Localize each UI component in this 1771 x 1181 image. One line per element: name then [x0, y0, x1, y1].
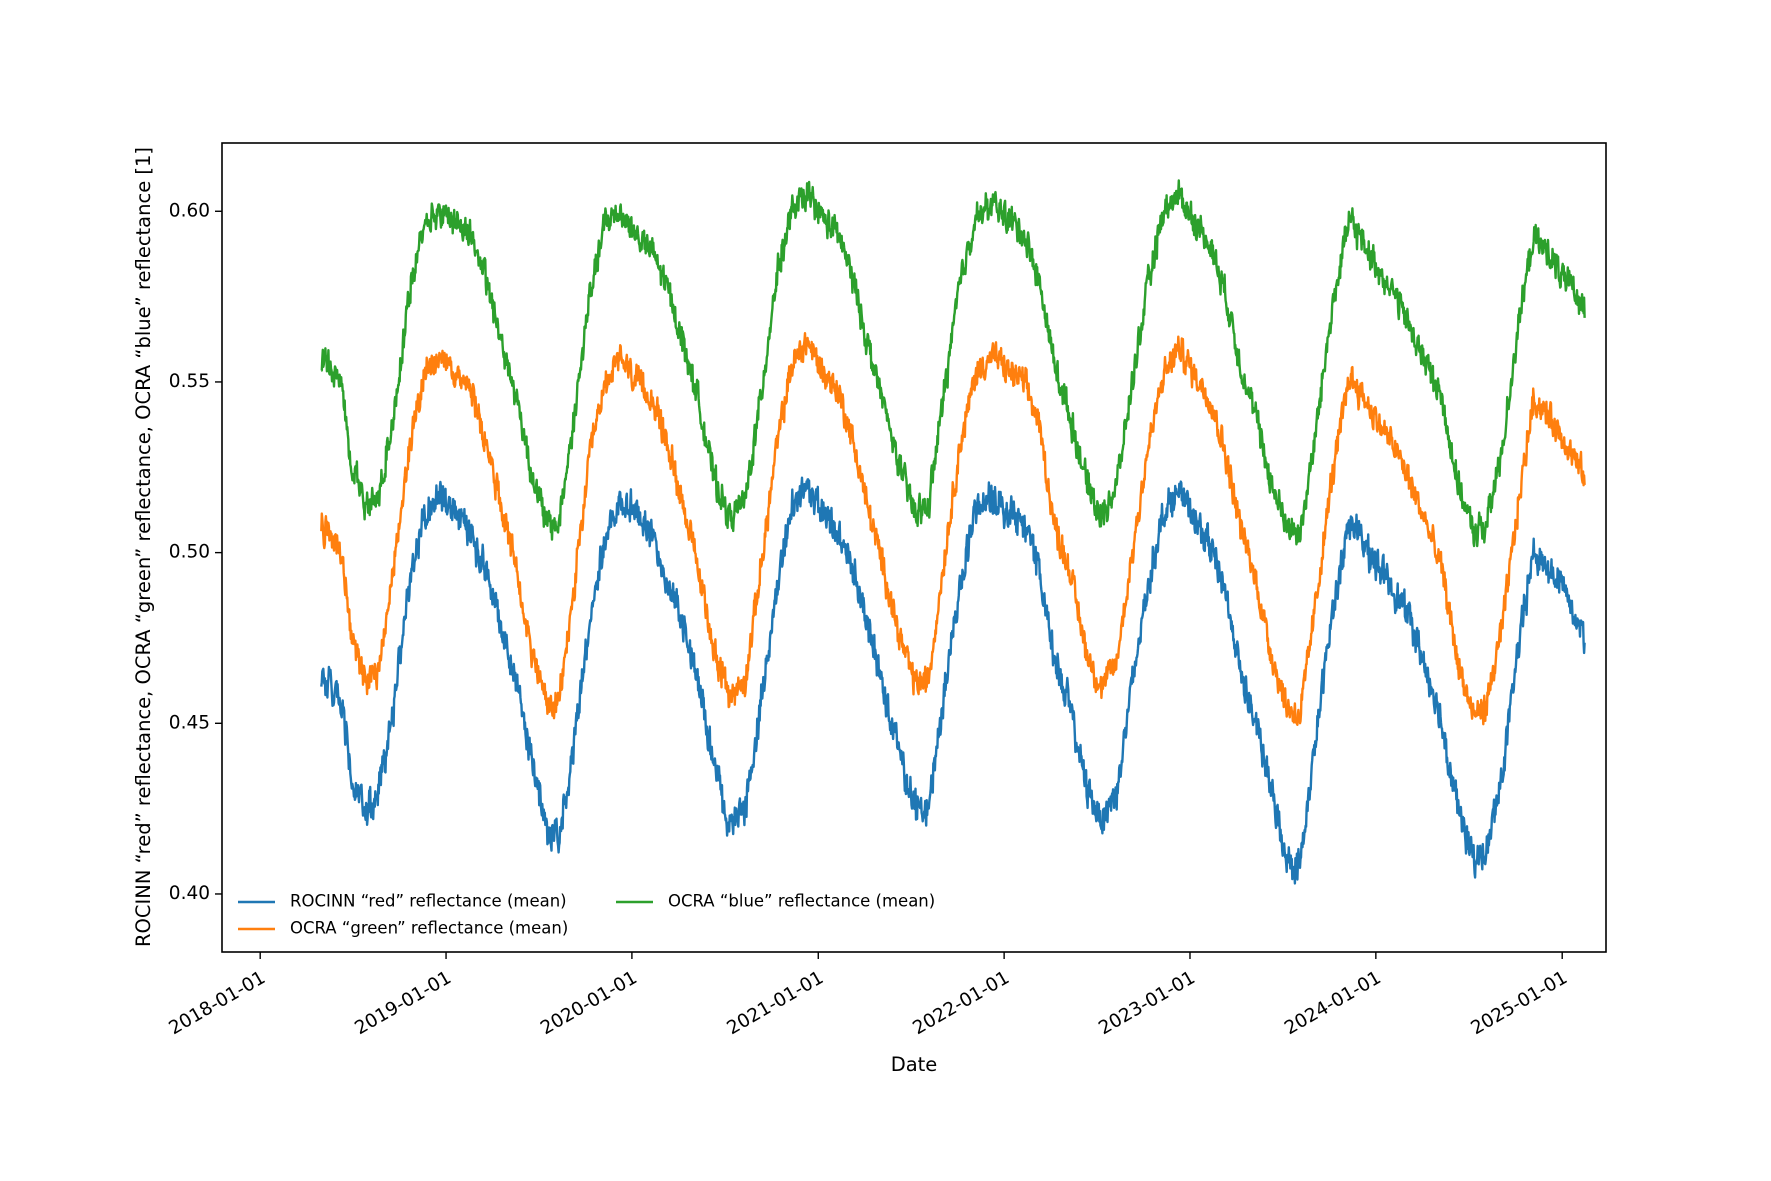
legend-label: OCRA “blue” reflectance (mean) [668, 892, 935, 911]
y-axis-label: ROCINN “red” reflectance, OCRA “green” r… [132, 147, 155, 947]
legend-label: OCRA “green” reflectance (mean) [290, 919, 568, 938]
y-tick-label: 0.50 [169, 542, 210, 563]
legend: ROCINN “red” reflectance (mean) OCRA “gre… [238, 892, 935, 938]
legend-label: ROCINN “red” reflectance (mean) [290, 892, 567, 911]
y-tick-label: 0.45 [169, 712, 210, 733]
x-axis-label: Date [891, 1053, 938, 1076]
axes-frame [221, 142, 1607, 953]
y-tick-label: 0.40 [169, 883, 210, 904]
y-axis-ticks: 0.40 0.45 0.50 0.55 0.60 [169, 200, 222, 904]
y-tick-label: 0.55 [169, 371, 210, 392]
series-line-2 [320, 332, 1586, 726]
plot-lines [320, 179, 1586, 885]
series-line-3 [320, 179, 1586, 548]
series-line-1 [320, 476, 1586, 885]
y-tick-label: 0.60 [169, 200, 210, 221]
